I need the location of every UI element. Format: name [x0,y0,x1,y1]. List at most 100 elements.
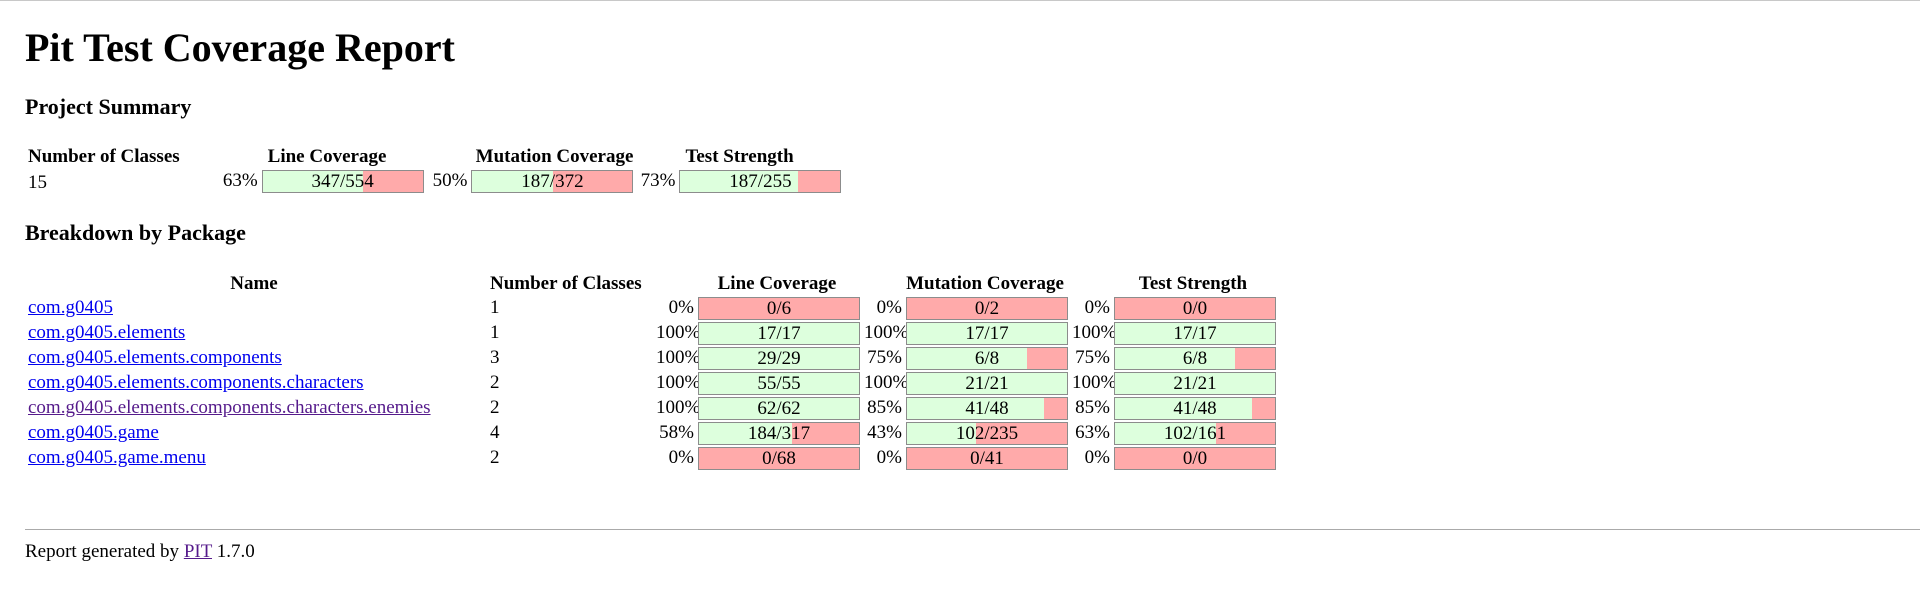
package-mutation-ratio: 17/17 [965,323,1009,344]
package-strength-pct: 63% [1075,422,1110,443]
package-link[interactable]: com.g0405.elements.components.characters [28,372,364,393]
package-mutation-bar: 102/235 [906,422,1068,445]
package-strength-ratio: 21/21 [1173,373,1217,394]
summary-mutation-bar: 187/372 [471,170,634,193]
package-link[interactable]: com.g0405 [28,297,113,318]
package-strength-coverage: 100% 17/17 [1072,322,1276,345]
table-row: com.g0405.elements.components 3 100% 29/29 7… [28,347,1276,370]
summary-mutation-ratio: 187/372 [521,171,584,192]
package-mutation-coverage: 43% 102/235 [864,422,1068,445]
package-line-ratio: 0/6 [766,298,792,319]
package-class-count: 4 [490,422,500,443]
summary-test-strength: 73% 187/255 [637,170,842,194]
package-line-bar: 62/62 [698,397,860,420]
package-mutation-ratio: 102/235 [955,423,1019,444]
package-link[interactable]: com.g0405.elements [28,322,186,343]
package-line-ratio: 55/55 [757,373,801,394]
package-line-ratio: 29/29 [757,348,801,369]
package-line-coverage: 100% 29/29 [656,347,860,370]
package-line-pct: 0% [668,297,694,318]
package-link[interactable]: com.g0405.game [28,422,159,443]
package-line-bar: 17/17 [698,322,860,345]
package-line-ratio: 184/317 [747,423,811,444]
package-line-bar: 0/68 [698,447,860,470]
header-line-coverage: Line Coverage [267,146,387,167]
table-row: com.g0405.game.menu 2 0% 0/68 0% 0/41 0% 0/0 [28,447,1276,470]
table-row: com.g0405.elements.components.characters… [28,397,1276,420]
pit-link[interactable]: PIT [183,541,212,562]
package-strength-pct: 75% [1075,347,1110,368]
package-class-count: 1 [490,322,500,343]
package-strength-coverage: 0% 0/0 [1072,297,1276,320]
header-name: Name [230,273,278,294]
package-strength-pct: 85% [1075,397,1110,418]
package-line-coverage: 100% 62/62 [656,397,860,420]
table-row: com.g0405.game 4 58% 184/317 43% 102/235 63% 10… [28,422,1276,445]
package-mutation-pct: 85% [867,397,902,418]
package-line-bar: 184/317 [698,422,860,445]
package-line-coverage: 0% 0/6 [656,297,860,320]
package-link[interactable]: com.g0405.elements.components [28,347,282,368]
breakdown-header-row: Name Number of Classes Line Coverage Mut… [28,273,1276,295]
package-strength-pct: 100% [1072,372,1117,393]
header-mutation-coverage: Mutation Coverage [906,273,1064,294]
package-name-cell: com.g0405.elements.components.characters [28,372,480,395]
package-strength-ratio: 0/0 [1182,298,1208,319]
package-name-cell: com.g0405.game [28,422,480,445]
summary-line-pct: 63% [222,170,258,191]
package-line-coverage: 100% 55/55 [656,372,860,395]
summary-strength-ratio: 187/255 [729,171,792,192]
project-summary-table: Number of Classes Line Coverage Mutation… [24,144,845,196]
package-link[interactable]: com.g0405.game.menu [28,447,206,468]
package-mutation-coverage: 100% 21/21 [864,372,1068,395]
package-strength-bar: 21/21 [1114,372,1276,395]
package-strength-bar: 102/161 [1114,422,1276,445]
package-mutation-ratio: 6/8 [974,348,1000,369]
package-mutation-ratio: 21/21 [965,373,1009,394]
package-strength-bar: 41/48 [1114,397,1276,420]
package-line-ratio: 17/17 [757,323,801,344]
package-class-count: 3 [490,347,500,368]
summary-strength-pct: 73% [640,170,676,191]
package-strength-pct: 0% [1084,447,1110,468]
top-border [0,0,1920,1]
package-strength-ratio: 41/48 [1173,398,1217,419]
package-mutation-bar: 6/8 [906,347,1068,370]
header-number-of-classes: Number of Classes [490,273,642,294]
package-line-pct: 58% [659,422,694,443]
package-mutation-bar: 21/21 [906,372,1068,395]
package-strength-coverage: 0% 0/0 [1072,447,1276,470]
package-line-coverage: 0% 0/68 [656,447,860,470]
package-mutation-pct: 43% [867,422,902,443]
package-line-pct: 100% [656,372,701,393]
package-name-cell: com.g0405.elements.components [28,347,480,370]
summary-strength-bar: 187/255 [679,170,842,193]
table-row: com.g0405 1 0% 0/6 0% 0/2 0% 0/0 [28,297,1276,320]
summary-line-coverage: 63% 347/554 [220,170,424,194]
package-name-cell: com.g0405.elements.components.characters… [28,397,480,420]
package-mutation-pct: 0% [876,447,902,468]
header-mutation-coverage: Mutation Coverage [475,146,634,167]
package-line-pct: 0% [668,447,694,468]
package-line-ratio: 62/62 [757,398,801,419]
summary-line-bar: 347/554 [261,170,424,193]
package-name-cell: com.g0405.elements [28,322,480,345]
package-strength-ratio: 17/17 [1173,323,1217,344]
header-line-coverage: Line Coverage [717,273,837,294]
summary-line-ratio: 347/554 [311,171,374,192]
package-strength-coverage: 63% 102/161 [1072,422,1276,445]
package-class-count: 2 [490,397,500,418]
package-link[interactable]: com.g0405.elements.components.characters… [28,397,431,418]
package-mutation-pct: 100% [864,322,909,343]
footer-prefix: Report generated by [25,541,180,562]
package-line-pct: 100% [656,397,701,418]
table-row: com.g0405.elements 1 100% 17/17 100% 17/17 100… [28,322,1276,345]
package-strength-ratio: 0/0 [1182,448,1208,469]
header-test-strength: Test Strength [1138,273,1248,294]
summary-mutation-pct: 50% [432,170,468,191]
package-mutation-ratio: 41/48 [965,398,1009,419]
package-mutation-ratio: 0/2 [974,298,1000,319]
header-number-of-classes: Number of Classes [28,146,180,167]
package-name-cell: com.g0405.game.menu [28,447,480,470]
package-strength-coverage: 85% 41/48 [1072,397,1276,420]
